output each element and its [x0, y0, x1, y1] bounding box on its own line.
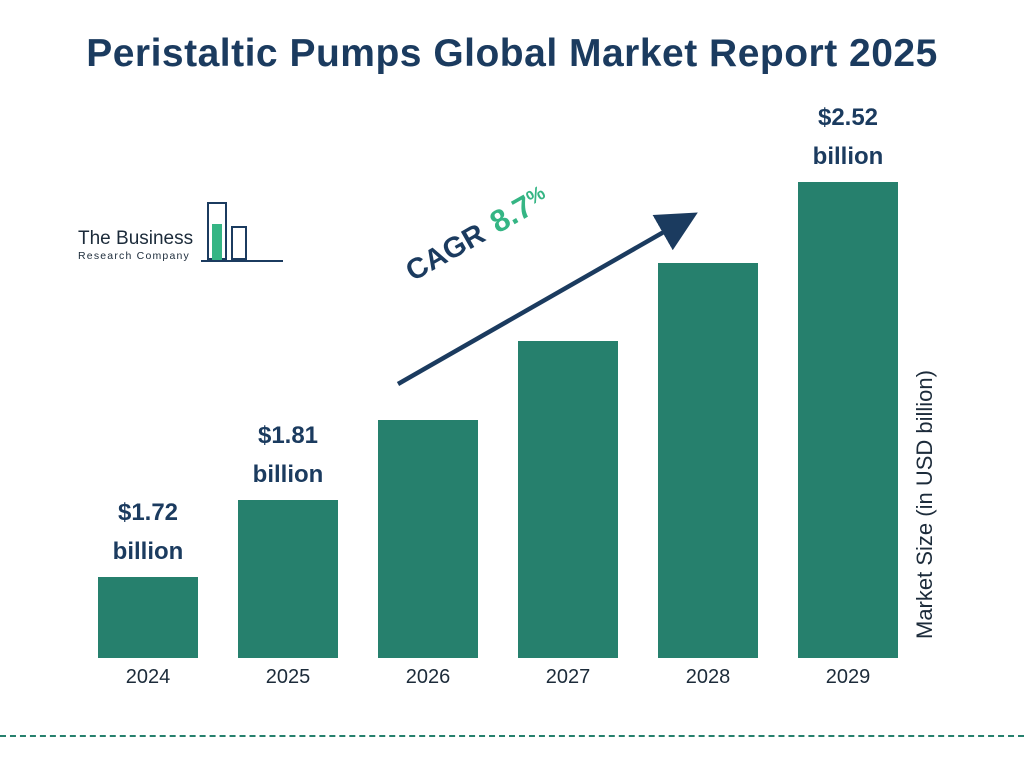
x-axis-label-2029: 2029 — [825, 666, 871, 688]
x-axis-label-2024: 2024 — [125, 666, 171, 688]
y-axis-title: Market Size (in USD billion) — [912, 370, 937, 640]
logo-subname: Research Company — [78, 250, 190, 262]
x-axis-label-2028: 2028 — [685, 666, 731, 688]
logo: The Business Research Company — [78, 200, 284, 262]
logo-bar-fill-green — [212, 224, 223, 260]
x-axis-label-2027: 2027 — [545, 666, 591, 688]
bar-chart-logo-icon — [201, 200, 284, 262]
value-label-2029: $2.52 billion — [812, 104, 884, 170]
bottom-dashed-divider — [0, 735, 1024, 737]
bar-2025 — [238, 500, 338, 658]
value-label-2024: $1.72 billion — [112, 499, 184, 565]
logo-text: The Business Research Company — [78, 228, 193, 262]
logo-bar-outline-short — [231, 226, 248, 260]
bar-2029 — [798, 182, 898, 658]
logo-name: The Business — [78, 228, 194, 249]
bar-2027 — [518, 341, 618, 658]
value-label-2025: $1.81 billion — [252, 422, 324, 488]
bar-2028 — [658, 263, 758, 658]
page-title: Peristaltic Pumps Global Market Report 2… — [86, 32, 938, 75]
bar-2026 — [378, 420, 478, 658]
x-axis-label-2026: 2026 — [405, 666, 451, 688]
bar-2024 — [98, 577, 198, 658]
x-axis-label-2025: 2025 — [265, 666, 311, 688]
